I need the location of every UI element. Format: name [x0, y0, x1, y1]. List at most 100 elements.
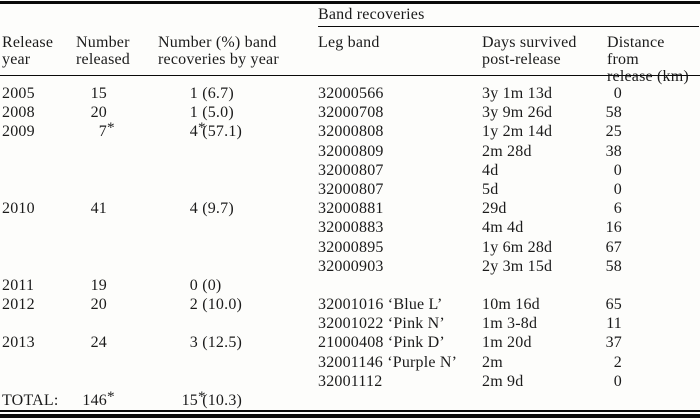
table-row: TOTAL: 146* 15* (10.3)	[0, 388, 700, 410]
cell-days-survived: 1y 2m 14d	[482, 123, 553, 141]
cell-release-year: 2013	[2, 334, 35, 352]
cell-distance-from-release: 2	[613, 353, 622, 371]
cell-leg-band: 32000807	[318, 161, 384, 179]
table-row: 32001112 2m 9d 0	[0, 372, 700, 391]
cell-release-year: 2005	[2, 85, 35, 102]
table-row: 2010 41 4 (9.7) 32000881 29d 6	[0, 199, 700, 218]
col-header-release-year: Release year	[2, 34, 54, 69]
col-header-days-survived: Days survived post-release	[482, 34, 577, 69]
cell-pct-recoveries: 0 (0)	[189, 276, 222, 294]
cell-distance-from-release: 0	[613, 372, 622, 390]
cell-distance-from-release: 0	[613, 180, 622, 198]
cell-days-survived: 1m 3-8d	[482, 315, 538, 333]
cell-number-released: 41	[90, 200, 107, 218]
cell-days-survived: 2m 28d	[482, 142, 532, 160]
cell-pct-recoveries: 2 (10.0)	[189, 296, 243, 314]
bottom-rule-thin	[0, 410, 700, 412]
table-row: 2013 24 3 (12.5) 21000408 ‘Pink D’ 1m 20d 37	[0, 333, 700, 352]
col-header-leg-band: Leg band	[318, 34, 380, 51]
cell-number-released: 20	[90, 296, 107, 314]
cell-leg-band: 21000408 ‘Pink D’	[318, 334, 445, 352]
cell-days-survived: 1y 6m 28d	[482, 238, 553, 256]
cell-days-survived: 4m 4d	[482, 219, 524, 237]
cell-pct-recoveries: 3 (12.5)	[189, 334, 243, 352]
table-row: 2009 7* 4* (57.1) 32000808 1y 2m 14d 25	[0, 119, 700, 141]
cell-leg-band: 32001112	[318, 372, 383, 390]
table-row: 32001022 ‘Pink N’ 1m 3-8d 11	[0, 314, 700, 333]
table-row: 2012 20 2 (10.0) 32001016 ‘Blue L’ 10m 16d 65	[0, 295, 700, 314]
cell-leg-band: 32000883	[318, 219, 384, 237]
cell-pct-recoveries: 4 (9.7)	[189, 200, 234, 218]
cell-days-survived: 5d	[482, 180, 499, 198]
table-row: 32000903 2y 3m 15d 58	[0, 257, 700, 276]
cell-release-year: 2012	[2, 296, 35, 314]
cell-leg-band: 32000903	[318, 257, 384, 275]
cell-leg-band: 32001016 ‘Blue L’	[318, 296, 443, 314]
cell-distance-from-release: 67	[605, 238, 622, 256]
cell-leg-band: 32001146 ‘Purple N’	[318, 353, 458, 371]
cell-pct-recoveries: 4* (57.1)	[189, 119, 243, 141]
cell-pct-recoveries: 15* (10.3)	[181, 388, 243, 409]
cell-days-survived: 2m 9d	[482, 372, 524, 390]
cell-days-survived: 2m	[482, 353, 503, 371]
cell-number-released: 146*	[82, 388, 115, 409]
cell-release-year: TOTAL:	[2, 392, 59, 409]
cell-days-survived: 4d	[482, 161, 499, 179]
cell-distance-from-release: 58	[605, 257, 622, 275]
cell-distance-from-release: 65	[605, 296, 622, 314]
col-header-distance-from-release: Distance from release (km)	[607, 34, 689, 86]
cell-leg-band: 32000566	[318, 85, 384, 102]
cell-distance-from-release: 38	[605, 142, 622, 160]
cell-distance-from-release: 37	[605, 334, 622, 352]
group-header-rule	[318, 26, 699, 28]
cell-pct-recoveries: 1 (5.0)	[189, 104, 234, 122]
cell-distance-from-release: 16	[605, 219, 622, 237]
cell-distance-from-release: 58	[605, 104, 622, 122]
col-header-number-released: Number released	[76, 34, 131, 69]
cell-leg-band: 32000808	[318, 123, 384, 141]
table-row: 32001146 ‘Purple N’ 2m 2	[0, 353, 700, 372]
cell-days-survived: 10m 16d	[482, 296, 540, 314]
header-rule	[0, 75, 700, 77]
table-body: 2005 15 1 (6.7) 32000566 3y 1m 13d 0 2008 20 1 (…	[0, 84, 700, 410]
cell-days-survived: 29d	[482, 200, 507, 218]
cell-number-released: 24	[90, 334, 107, 352]
cell-release-year: 2010	[2, 200, 35, 218]
cell-distance-from-release: 0	[613, 85, 622, 102]
table-row: 32000807 4d 0	[0, 161, 700, 180]
table-row: 2011 19 0 (0)	[0, 276, 700, 295]
table-row: 32000883 4m 4d 16	[0, 218, 700, 237]
cell-distance-from-release: 25	[605, 123, 622, 141]
cell-pct-recoveries: 1 (6.7)	[189, 85, 234, 102]
cell-days-survived: 2y 3m 15d	[482, 257, 553, 275]
cell-leg-band: 32000809	[318, 142, 384, 160]
cell-distance-from-release: 6	[613, 200, 622, 218]
cell-leg-band: 32001022 ‘Pink N’	[318, 315, 445, 333]
cell-days-survived: 1m 20d	[482, 334, 532, 352]
bottom-rule-thick	[0, 413, 700, 418]
cell-distance-from-release: 11	[606, 315, 622, 333]
cell-leg-band: 32000881	[318, 200, 384, 218]
cell-days-survived: 3y 9m 26d	[482, 104, 553, 122]
group-header-band-recoveries: Band recoveries	[318, 6, 425, 23]
cell-days-survived: 3y 1m 13d	[482, 85, 553, 102]
cell-number-released: 7*	[98, 119, 115, 141]
cell-release-year: 2011	[2, 276, 35, 294]
cell-release-year: 2009	[2, 123, 35, 141]
cell-distance-from-release: 0	[613, 161, 622, 179]
table-row: 2008 20 1 (5.0) 32000708 3y 9m 26d 58	[0, 103, 700, 122]
cell-release-year: 2008	[2, 104, 35, 122]
table-row: 2005 15 1 (6.7) 32000566 3y 1m 13d 0	[0, 84, 700, 103]
cell-leg-band: 32000895	[318, 238, 384, 256]
cell-number-released: 19	[90, 276, 107, 294]
cell-number-released: 15	[90, 85, 107, 102]
table-row: 32000809 2m 28d 38	[0, 142, 700, 161]
top-rule	[0, 1, 700, 4]
cell-leg-band: 32000708	[318, 104, 384, 122]
table-row: 32000895 1y 6m 28d 67	[0, 238, 700, 257]
cell-leg-band: 32000807	[318, 180, 384, 198]
col-header-pct-band-recoveries: Number (%) band recoveries by year	[158, 34, 279, 69]
cell-number-released: 20	[90, 104, 107, 122]
table-row: 32000807 5d 0	[0, 180, 700, 199]
